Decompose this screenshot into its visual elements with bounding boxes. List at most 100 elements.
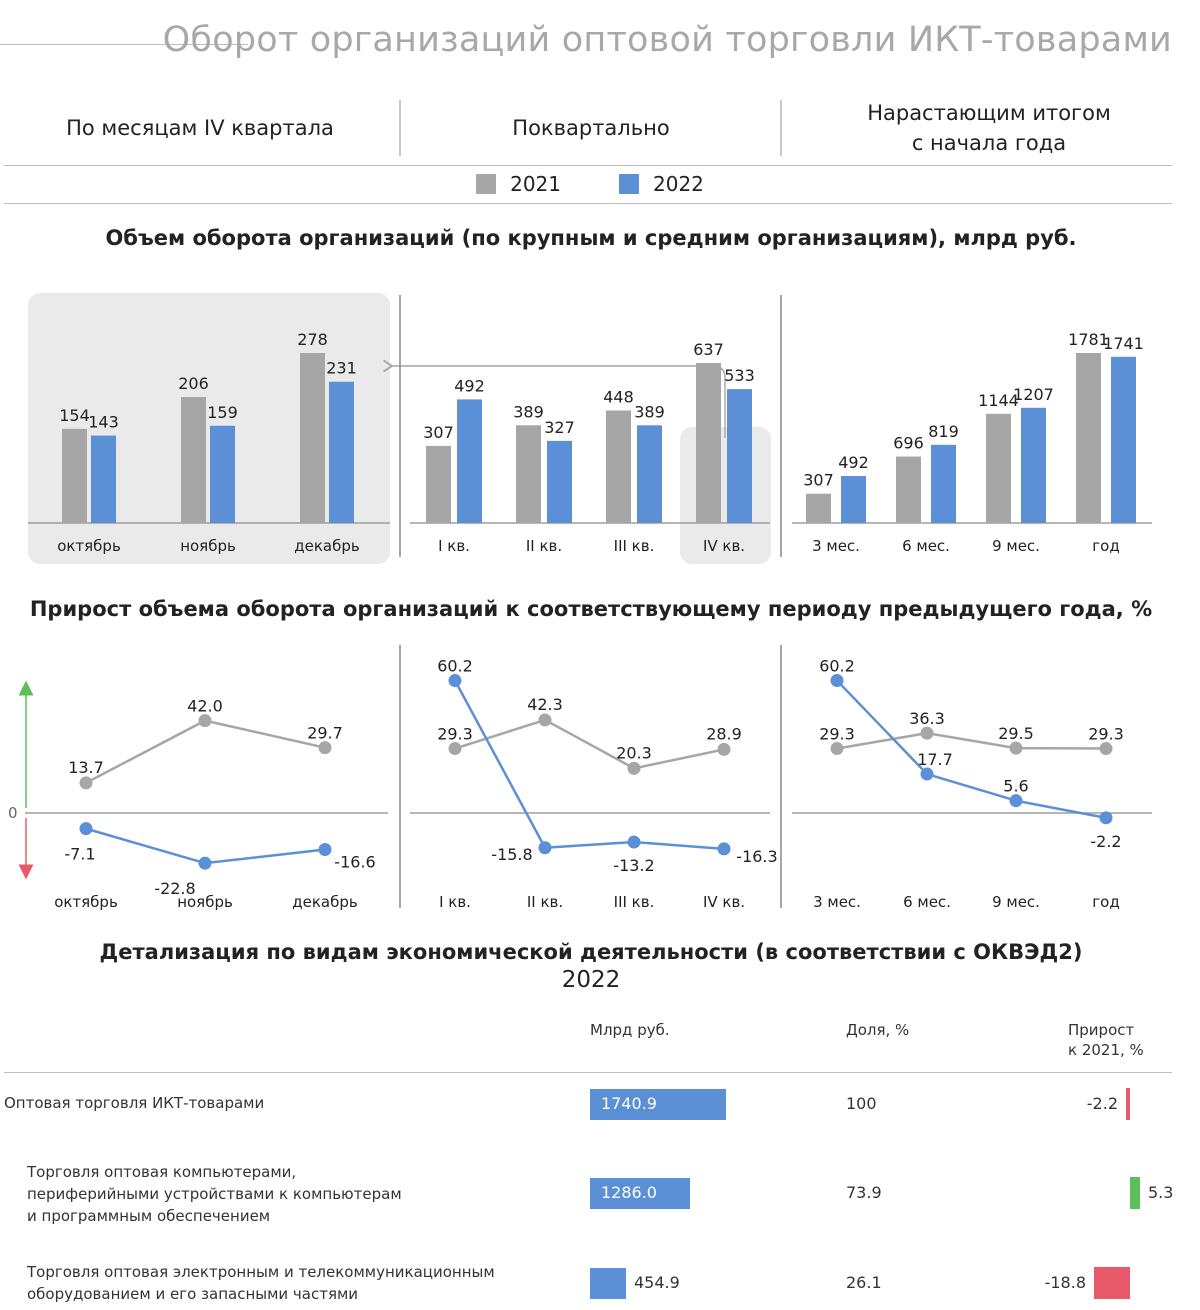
category-label: IV кв.	[703, 893, 745, 911]
bar-2022-0	[457, 399, 482, 523]
bar-2021-1	[896, 456, 921, 523]
point-2021-0	[79, 776, 93, 790]
point-2021-2	[1009, 741, 1023, 755]
detail-year: 2022	[561, 967, 621, 993]
line-series-2022	[453, 679, 725, 851]
point-value-label: 42.3	[527, 695, 563, 714]
bar-2021-0	[62, 428, 87, 523]
bar-value-label: 231	[326, 359, 357, 378]
legend-divider	[4, 203, 1172, 204]
bar-value-label: 1781	[1068, 330, 1109, 349]
growth-section-title: Прирост объема оборота организаций к соо…	[29, 597, 1153, 621]
value-label: 454.9	[634, 1273, 680, 1292]
legend-item-2022[interactable]: 2022	[619, 172, 704, 196]
row-label: Торговля оптовая компьютерами, периферий…	[27, 1163, 402, 1225]
tab-separator	[780, 100, 782, 156]
bar-2021-2	[606, 410, 631, 523]
value-bar	[590, 1178, 690, 1209]
value-bar	[590, 1268, 626, 1299]
share-value: 100	[846, 1094, 877, 1113]
point-2021-2	[318, 741, 332, 755]
point-value-label: 36.3	[909, 709, 945, 728]
bar-value-label: 637	[693, 340, 724, 359]
point-2022-1	[920, 767, 934, 781]
point-2021-2	[627, 761, 641, 775]
point-value-label: -16.6	[334, 853, 375, 872]
bar-value-label: 389	[513, 402, 544, 421]
legend-label-2021: 2021	[510, 172, 561, 196]
category-label: III кв.	[614, 537, 655, 555]
point-value-label: -15.8	[491, 845, 532, 864]
bar-2022-3	[1111, 356, 1136, 523]
row-label: Оптовая торговля ИКТ-товарами	[4, 1094, 265, 1112]
tabs-divider	[4, 165, 1172, 166]
tab-cumulative[interactable]: Нарастающим итогом с начала года	[867, 101, 1111, 155]
category-label: III кв.	[614, 893, 655, 911]
table-header-divider	[4, 1072, 1172, 1073]
row-label: Торговля оптовая электронным и телекомму…	[27, 1263, 495, 1303]
category-label: ноябрь	[180, 537, 236, 555]
growth-bar-positive	[1130, 1177, 1140, 1209]
point-value-label: 29.5	[998, 724, 1034, 743]
col-head-share: Доля, %	[846, 1021, 910, 1039]
category-label: ноябрь	[177, 893, 233, 911]
bar-2022-1	[931, 444, 956, 523]
bar-value-label: 448	[603, 387, 634, 406]
legend: 2021 2022	[0, 172, 1180, 196]
bar-2021-3	[1076, 353, 1101, 523]
point-value-label: -13.2	[613, 856, 654, 875]
zero-axis-label: 0	[8, 804, 18, 822]
line-series-2021	[836, 731, 1107, 750]
point-2022-2	[627, 835, 641, 849]
legend-swatch-2022	[619, 174, 639, 194]
category-label: декабрь	[292, 893, 357, 911]
value-bar	[590, 1089, 726, 1120]
bar-2022-2	[637, 425, 662, 523]
category-label: год	[1092, 537, 1119, 555]
bar-value-label: 1207	[1013, 385, 1054, 404]
bar-2021-0	[806, 493, 831, 523]
share-value: 73.9	[846, 1183, 882, 1202]
bar-value-label: 389	[634, 402, 665, 421]
category-label: 9 мес.	[992, 893, 1040, 911]
bar-value-label: 307	[423, 423, 454, 442]
bar-2022-3	[727, 389, 752, 523]
category-label: октябрь	[54, 893, 118, 911]
col-head-growth: Прирост к 2021, %	[1068, 1021, 1144, 1059]
category-label: 3 мес.	[813, 893, 861, 911]
bar-2021-2	[986, 413, 1011, 523]
point-2021-1	[198, 714, 212, 728]
line-series-2021	[85, 719, 326, 784]
category-label: октябрь	[57, 537, 121, 555]
growth-value: -2.2	[1086, 1094, 1118, 1113]
bar-2021-3	[696, 363, 721, 523]
category-label: 6 мес.	[903, 893, 951, 911]
line-series-2022	[836, 679, 1107, 820]
tab-quarterly[interactable]: Поквартально	[512, 116, 670, 140]
point-2022-0	[79, 822, 93, 836]
point-2021-0	[830, 742, 844, 756]
bar-2022-2	[1021, 407, 1046, 523]
bar-value-label: 206	[178, 374, 209, 393]
legend-swatch-2021	[476, 174, 497, 194]
legend-item-2021[interactable]: 2021	[476, 172, 561, 196]
detail-section-title: Детализация по видам экономической деяте…	[99, 940, 1083, 964]
bar-2022-0	[841, 476, 866, 523]
category-label: I кв.	[439, 893, 471, 911]
share-value: 26.1	[846, 1273, 882, 1292]
value-label: 1740.9	[601, 1094, 657, 1113]
point-2022-2	[318, 843, 332, 857]
bar-value-label: 533	[724, 366, 755, 385]
page-title: Оборот организаций оптовой торговли ИКТ-…	[162, 20, 1172, 60]
bar-2022-1	[210, 425, 235, 523]
tab-monthly[interactable]: По месяцам IV квартала	[66, 116, 334, 140]
bar-2021-1	[516, 425, 541, 523]
bar-value-label: 492	[454, 376, 485, 395]
category-label: II кв.	[527, 893, 563, 911]
volume-section-title: Объем оборота организаций (по крупным и …	[105, 226, 1077, 250]
point-2021-3	[1099, 742, 1113, 756]
category-label: 9 мес.	[992, 537, 1040, 555]
point-value-label: 60.2	[819, 657, 855, 676]
growth-value: 5.3	[1148, 1183, 1174, 1202]
point-2021-1	[538, 713, 552, 727]
